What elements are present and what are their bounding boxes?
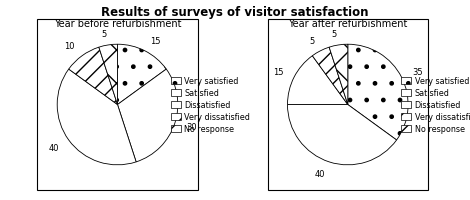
Wedge shape (99, 45, 118, 105)
Wedge shape (69, 48, 118, 105)
Text: 15: 15 (150, 36, 161, 45)
Title: Year after refurbishment: Year after refurbishment (288, 19, 407, 29)
Wedge shape (348, 45, 408, 140)
Wedge shape (329, 45, 348, 105)
Wedge shape (57, 70, 136, 165)
Wedge shape (313, 48, 348, 105)
Text: 35: 35 (412, 68, 423, 77)
Text: 5: 5 (331, 29, 337, 38)
Text: 10: 10 (64, 42, 75, 51)
Text: 40: 40 (315, 169, 325, 178)
Text: 5: 5 (310, 36, 315, 45)
Text: 30: 30 (186, 123, 197, 132)
Wedge shape (288, 56, 348, 105)
Wedge shape (288, 105, 397, 165)
Wedge shape (118, 70, 178, 162)
Text: 15: 15 (273, 68, 283, 77)
Text: 40: 40 (48, 143, 59, 152)
Legend: Very satisfied, Satisfied, Dissatisfied, Very dissatisfied, No response: Very satisfied, Satisfied, Dissatisfied,… (170, 76, 251, 134)
Text: 5: 5 (101, 29, 106, 38)
Title: Year before refurbishment: Year before refurbishment (54, 19, 181, 29)
Legend: Very satisfied, Satisfied, Dissatisfied, Very dissatisfied, No response: Very satisfied, Satisfied, Dissatisfied,… (400, 76, 470, 134)
Wedge shape (118, 45, 166, 105)
Text: Results of surveys of visitor satisfaction: Results of surveys of visitor satisfacti… (101, 6, 369, 19)
